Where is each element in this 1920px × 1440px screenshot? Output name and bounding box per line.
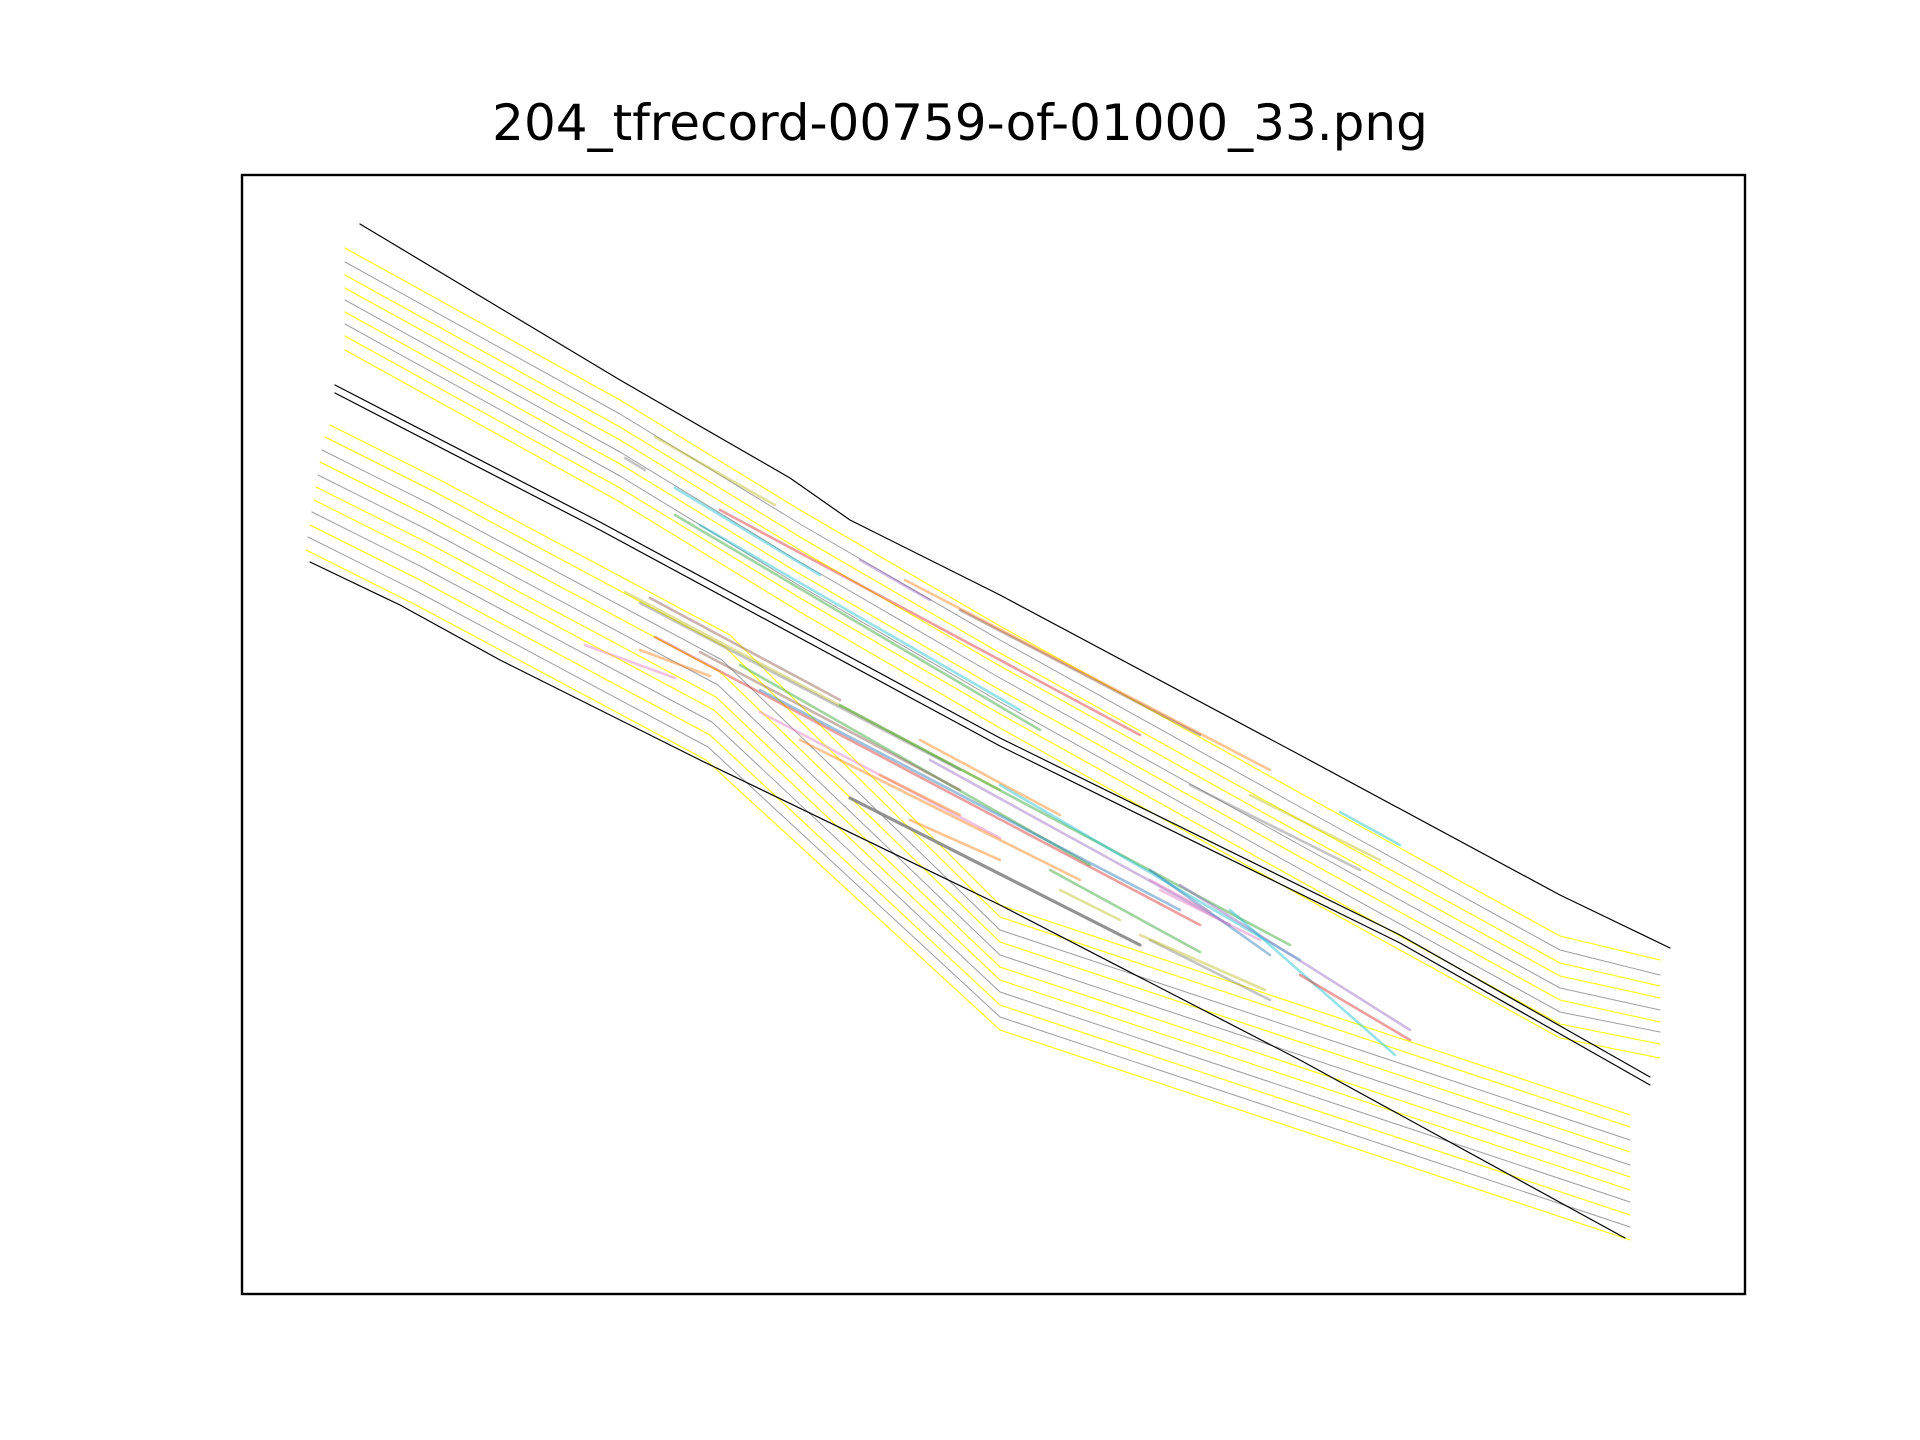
agent-trajectory [653,635,1202,927]
agent-trajectory [1148,868,1272,957]
agent-trajectory [1248,793,1382,862]
lane-centerline [309,524,1631,1216]
agent-trajectory [698,650,962,792]
road-boundaries [309,223,1671,1239]
agent-trajectory [1158,888,1262,942]
lane-centerline [344,311,1661,1023]
agent-trajectory [623,590,1002,792]
lane-divider [344,299,1661,1011]
agent-trajectory [638,648,712,678]
agent-trajectory [1188,783,1362,872]
agent-trajectory [623,456,647,472]
agent-trajectory [928,758,1232,927]
lane-centerline [344,287,1661,999]
agent-trajectory [798,738,1082,882]
agent-trajectory [1178,883,1412,1032]
agent-trajectory [838,703,1292,947]
agent-trajectory [908,818,1002,862]
lane-centerline [344,274,1661,987]
lane-centerline [344,349,1661,1059]
agent-trajectory [758,710,1002,840]
agent-trajectory [698,523,1022,712]
lane-centerline [315,486,1631,1178]
agent-trajectory [648,596,842,702]
agent-trajectory [1138,933,1267,992]
lane-divider [321,449,1631,1141]
lane-divider [311,511,1631,1203]
lane-divider [344,261,1661,976]
agent-trajectory [738,663,1092,867]
agent-trajectory [758,688,1182,912]
agent-trajectory [638,601,962,772]
agent-trajectory [1298,973,1412,1042]
agent-trajectory [653,435,777,507]
agent-trajectory [1048,868,1202,954]
road-boundary [359,223,1671,949]
agent-trajectory [998,783,1302,962]
lane-divider [317,474,1631,1166]
road-boundary [334,392,1651,1086]
lane-centerline [319,461,1631,1153]
agent-trajectory [1338,810,1402,847]
agent-trajectories [583,435,1412,1057]
agent-trajectory [1228,908,1397,1057]
agent-trajectory [1148,878,1212,914]
lane-centerline [344,247,1661,961]
agent-trajectory [673,486,822,577]
lane-divider [344,323,1661,1033]
figure-title: 204_tfrecord-00759-of-01000_33.png [492,94,1428,152]
lane-centerline [305,549,1631,1241]
agent-trajectory [903,578,1272,772]
agent-trajectory [1148,938,1272,1002]
agent-trajectory [858,558,932,602]
lane-centerline [313,499,1631,1191]
axes-frame [240,173,1747,1296]
agent-trajectory [1058,888,1122,922]
agent-trajectory [718,508,1142,737]
agent-trajectory [878,773,962,817]
lane-divider [307,536,1631,1228]
lane-dividers [307,261,1661,1228]
road-boundary [309,561,1626,1239]
agent-trajectory [918,738,1062,817]
lane-centerline [324,436,1631,1128]
lane-centerlines [305,247,1661,1241]
lane-centerline [344,335,1661,1045]
lane-centerline [329,424,1631,1116]
road-boundary [334,384,1651,1078]
agent-trajectory [848,796,1142,947]
agent-trajectory [673,513,1042,732]
agent-trajectory [958,608,1202,737]
agent-trajectory [583,643,677,680]
